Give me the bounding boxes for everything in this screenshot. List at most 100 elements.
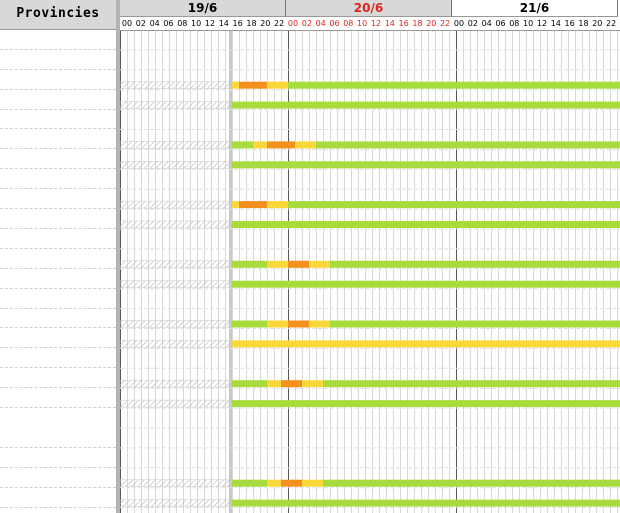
warning-bar-yellow[interactable] xyxy=(232,81,239,89)
warning-bar-green[interactable] xyxy=(232,101,620,109)
warning-bar-green[interactable] xyxy=(232,280,620,288)
hour-label: 10 xyxy=(523,19,534,28)
past-hatch xyxy=(120,479,230,487)
hour-label: 10 xyxy=(191,19,202,28)
spacer-row xyxy=(0,408,116,428)
warning-type-label xyxy=(0,309,116,329)
warning-bar-green[interactable] xyxy=(232,221,620,228)
warning-bar-orange[interactable] xyxy=(239,201,267,209)
past-hatch xyxy=(120,81,230,89)
past-hatch xyxy=(120,399,230,408)
hour-label: 08 xyxy=(509,19,520,28)
warning-bar-green[interactable] xyxy=(316,141,620,149)
warning-bar-orange[interactable] xyxy=(281,380,302,388)
warning-type-label xyxy=(0,329,116,349)
warning-bar-green[interactable] xyxy=(288,201,620,209)
province-label xyxy=(0,169,116,190)
timeline-canvas xyxy=(120,30,620,513)
hour-label: 06 xyxy=(329,19,340,28)
warning-bar-green[interactable] xyxy=(330,320,620,328)
hour-label: 02 xyxy=(135,19,146,28)
past-hatch xyxy=(120,220,230,229)
warning-type-label xyxy=(0,388,116,409)
day-header-0: 19/6 xyxy=(120,0,286,17)
hour-label: 14 xyxy=(384,19,395,28)
warning-bar-yellow[interactable] xyxy=(267,380,281,388)
warning-bar-green[interactable] xyxy=(232,499,620,507)
past-hatch xyxy=(120,200,230,209)
warning-type-label xyxy=(0,249,116,269)
province-label xyxy=(0,448,116,468)
warning-type-label xyxy=(0,189,116,210)
warning-bar-green[interactable] xyxy=(232,479,267,487)
warning-bar-green[interactable] xyxy=(232,320,267,328)
warning-bar-yellow[interactable] xyxy=(302,380,323,388)
warning-bar-green[interactable] xyxy=(330,260,620,268)
hour-label: 16 xyxy=(232,19,243,28)
warning-bar-green[interactable] xyxy=(232,161,620,169)
warning-bar-yellow[interactable] xyxy=(232,201,239,209)
provinces-header: Provincies xyxy=(0,0,116,30)
hour-label: 14 xyxy=(550,19,561,28)
hour-label: 12 xyxy=(536,19,548,28)
hour-label: 00 xyxy=(121,19,133,28)
warning-bar-yellow[interactable] xyxy=(267,320,288,328)
hour-label: 16 xyxy=(398,19,409,28)
hour-label: 02 xyxy=(467,19,478,28)
province-label xyxy=(0,348,116,369)
warning-bar-orange[interactable] xyxy=(239,81,267,89)
warning-bar-yellow[interactable] xyxy=(267,260,288,268)
past-hatch xyxy=(120,320,230,328)
hour-label: 00 xyxy=(287,19,299,28)
warning-type-label xyxy=(0,130,116,150)
warning-bar-yellow[interactable] xyxy=(253,141,267,149)
past-hatch xyxy=(120,499,230,507)
hour-label: 16 xyxy=(564,19,575,28)
warning-bar-green[interactable] xyxy=(232,141,253,149)
warning-type-label xyxy=(0,209,116,229)
warning-bar-green[interactable] xyxy=(232,380,267,388)
warning-bar-yellow[interactable] xyxy=(267,479,281,487)
hour-label: 18 xyxy=(246,19,257,28)
hour-label: 18 xyxy=(412,19,423,28)
province-label xyxy=(0,229,116,249)
past-hatch xyxy=(120,340,230,348)
warning-bar-orange[interactable] xyxy=(288,320,309,328)
hour-label: 14 xyxy=(218,19,229,28)
warning-bar-green[interactable] xyxy=(323,479,620,487)
warning-bar-orange[interactable] xyxy=(281,479,302,487)
hour-label: 12 xyxy=(204,19,216,28)
hour-label: 04 xyxy=(149,19,160,28)
province-label xyxy=(0,110,116,130)
warning-bar-green[interactable] xyxy=(232,400,620,408)
column-separator[interactable] xyxy=(116,0,120,513)
warning-bar-yellow[interactable] xyxy=(267,201,288,209)
timeline-grid: 19/6 20/6 21/6 00 02 04 06 08 10 12 14 16 18 20 22 00 0… xyxy=(120,0,620,513)
warning-type-label xyxy=(0,468,116,488)
warning-bar-yellow[interactable] xyxy=(295,141,316,149)
warning-type-label xyxy=(0,368,116,389)
warning-bar-yellow[interactable] xyxy=(267,81,288,89)
hour-label: 06 xyxy=(495,19,506,28)
hour-label: 04 xyxy=(315,19,326,28)
hour-label: 08 xyxy=(343,19,354,28)
warning-bar-orange[interactable] xyxy=(288,260,309,268)
warning-type-label xyxy=(0,269,116,289)
now-marker xyxy=(229,30,232,513)
warning-bar-green[interactable] xyxy=(288,81,620,89)
province-label xyxy=(0,50,116,70)
day-header-1: 20/6 xyxy=(286,0,452,17)
hour-label: 20 xyxy=(426,19,437,28)
past-hatch xyxy=(120,280,230,288)
warning-bar-green[interactable] xyxy=(232,260,267,268)
warning-bar-orange[interactable] xyxy=(267,141,295,149)
warning-type-label xyxy=(0,149,116,170)
region-label xyxy=(0,30,116,50)
warning-bar-yellow[interactable] xyxy=(309,260,330,268)
warning-bar-green[interactable] xyxy=(323,380,620,388)
warning-bar-yellow[interactable] xyxy=(302,479,323,487)
hour-label: 02 xyxy=(301,19,312,28)
warning-bar-yellow[interactable] xyxy=(232,340,620,348)
warning-bar-yellow[interactable] xyxy=(309,320,330,328)
